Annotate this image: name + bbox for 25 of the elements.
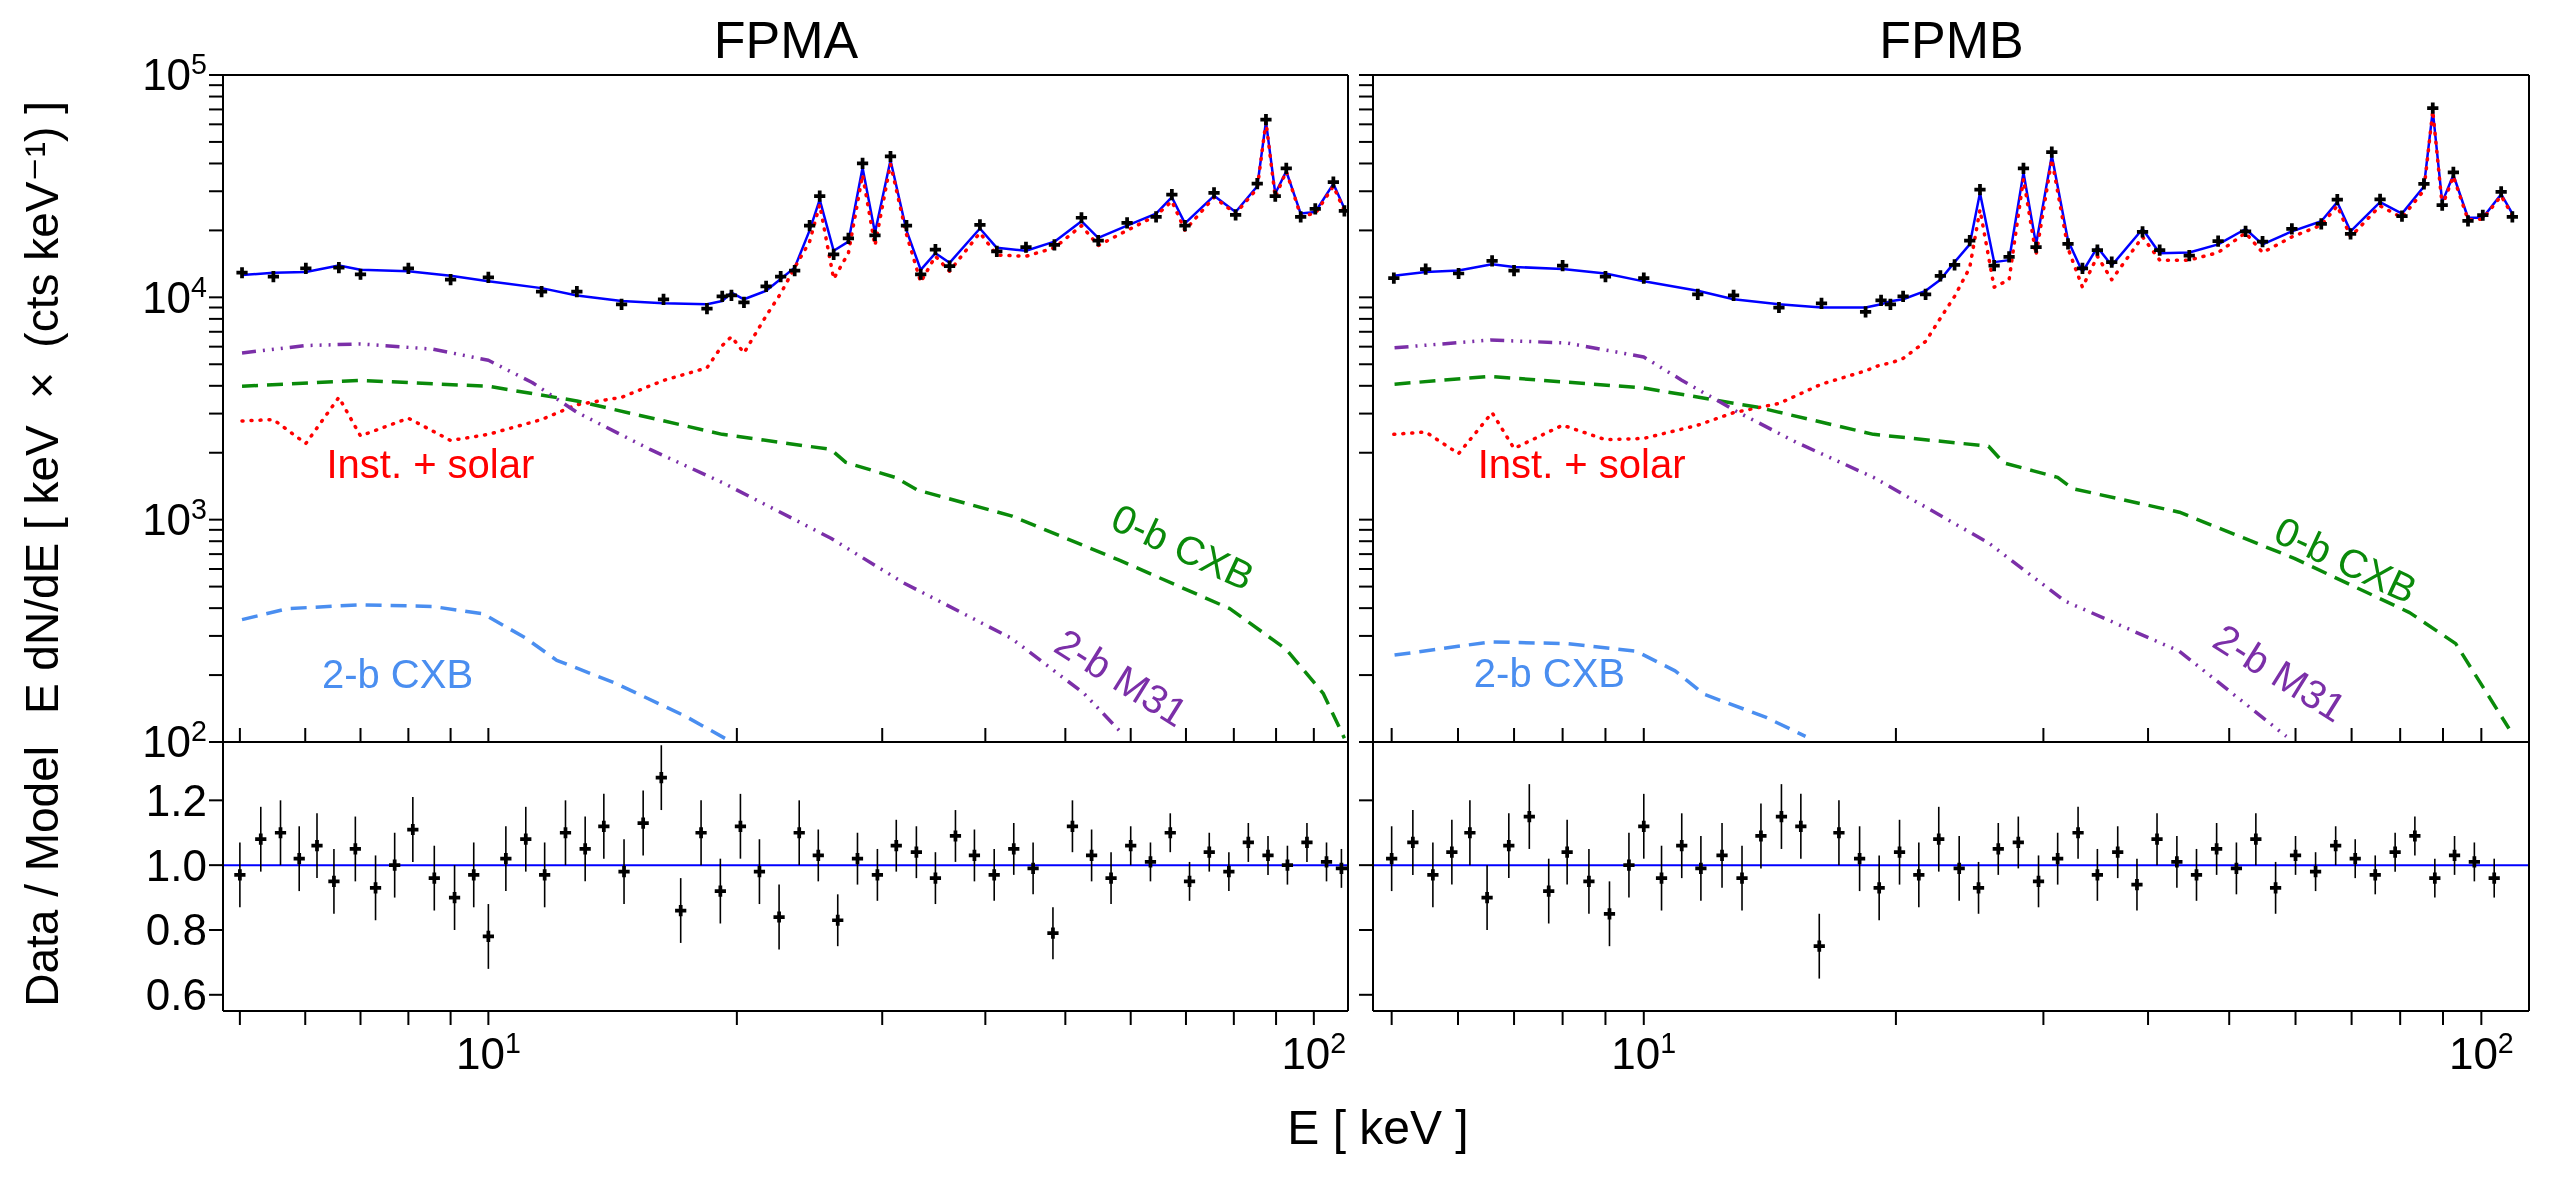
y-tick-label: 10$^{3}$ (142, 493, 207, 545)
text: 0-b CXB (1105, 494, 1262, 599)
y-tick-label: 1.2 (145, 775, 207, 825)
x-tick-label: 10$^{2}$ (2448, 1026, 2514, 1078)
text: 2-b M31 (1047, 619, 1196, 735)
series-label: 2-b CXB (1473, 650, 1626, 695)
y-axis-title: E dN/dE [ keV × (cts keV⁻¹) ] (15, 100, 69, 715)
series-label: Inst. + solar (326, 441, 535, 486)
y-tick-label: 10$^{4}$ (142, 270, 208, 322)
y-axis-title: Data / Model (15, 745, 69, 1007)
y-tick-label: 0.6 (145, 970, 207, 1020)
x-tick-label: 10$^{2}$ (1281, 1026, 1347, 1078)
chart-title: FPMB (1878, 10, 2025, 70)
y-tick-label: 10$^{5}$ (142, 48, 207, 100)
y-tick-label: 1.0 (145, 840, 207, 890)
text: 0-b CXB (2268, 507, 2424, 612)
text: 2-b M31 (2206, 614, 2355, 730)
x-tick-label: 10$^{1}$ (455, 1026, 521, 1078)
series-label: Inst. + solar (1477, 441, 1686, 486)
chart-title: FPMA (712, 10, 860, 70)
x-tick-label: 10$^{1}$ (1611, 1026, 1677, 1078)
series-label: 2-b CXB (321, 651, 474, 696)
y-tick-label: 0.8 (145, 905, 207, 955)
y-tick-label: 10$^{2}$ (142, 715, 207, 767)
x-axis-title: E [ keV ] (1286, 1100, 1470, 1155)
